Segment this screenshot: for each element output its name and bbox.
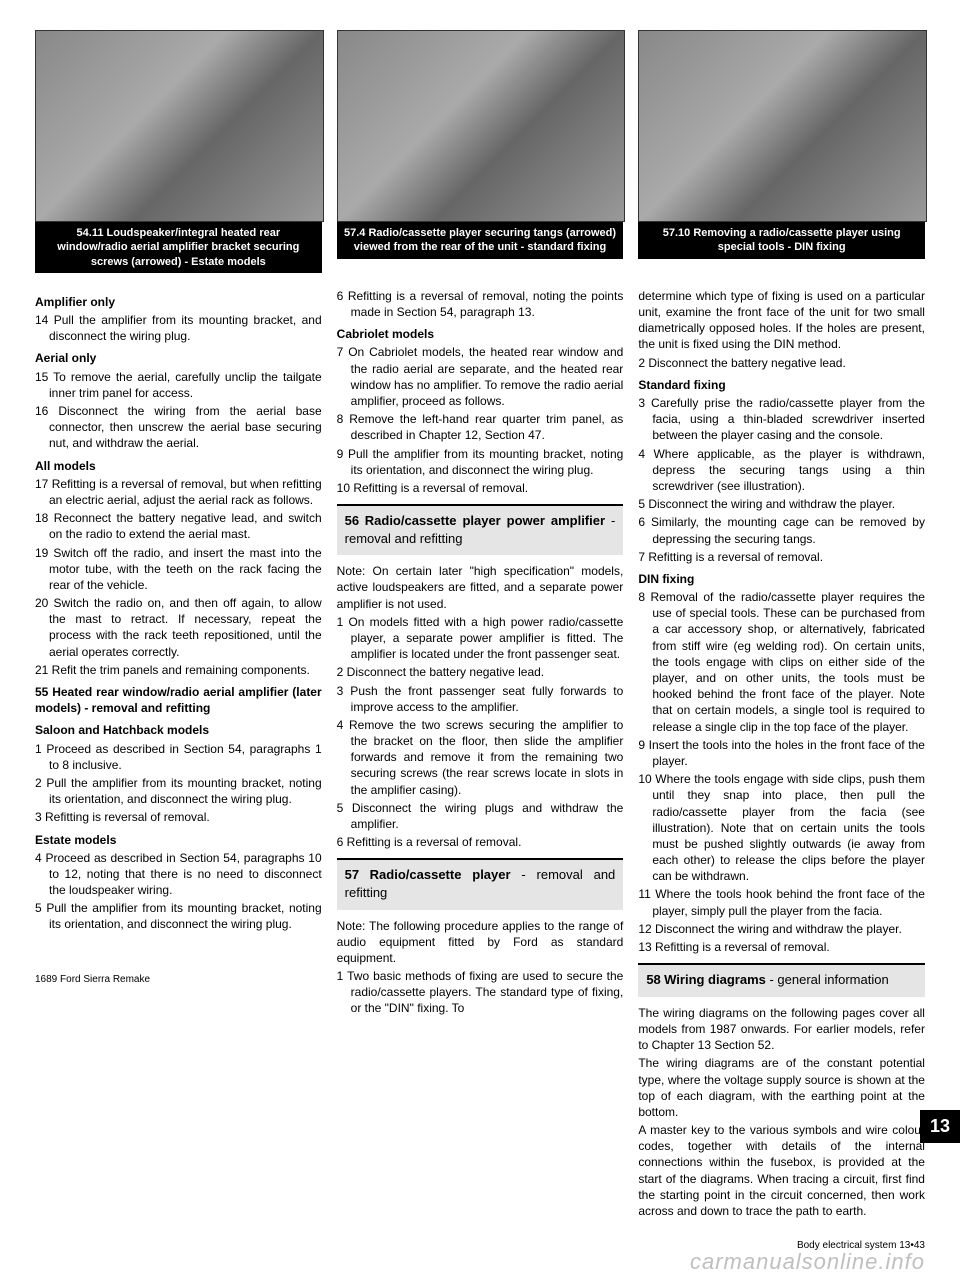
para-57-12: 12 Disconnect the wiring and withdraw th… <box>638 921 925 937</box>
section-58-header: 58 Wiring diagrams - general information <box>638 963 925 997</box>
figure-2: 57.4 Radio/cassette player securing tang… <box>337 30 624 273</box>
watermark: carmanualsonline.info <box>690 1249 925 1275</box>
section-56-header: 56 Radio/cassette player power amplifier… <box>337 504 624 555</box>
para-54-21: 21 Refit the trim panels and remaining c… <box>35 662 322 678</box>
para-57-3: 3 Carefully prise the radio/cassette pla… <box>638 395 925 444</box>
para-57-13: 13 Refitting is a reversal of removal. <box>638 939 925 955</box>
para-57-5: 5 Disconnect the wiring and withdraw the… <box>638 496 925 512</box>
section-57-header: 57 Radio/cassette player - removal and r… <box>337 858 624 909</box>
figure-1: 54.11 Loudspeaker/integral heated rear w… <box>35 30 322 273</box>
para-55-1: 1 Proceed as described in Section 54, pa… <box>35 741 322 773</box>
para-57-1: 1 Two basic methods of fixing are used t… <box>337 968 624 1017</box>
para-56-1: 1 On models fitted with a high power rad… <box>337 614 624 663</box>
para-55-4: 4 Proceed as described in Section 54, pa… <box>35 850 322 899</box>
para-57-note: Note: The following procedure applies to… <box>337 918 624 967</box>
para-57-10: 10 Where the tools engage with side clip… <box>638 771 925 884</box>
para-57-7: 7 Refitting is a reversal of removal. <box>638 549 925 565</box>
section-58-title: Wiring diagrams <box>664 972 766 987</box>
para-55-6: 6 Refitting is a reversal of removal, no… <box>337 288 624 320</box>
subheading-amplifier-only: Amplifier only <box>35 294 322 310</box>
section-58-subtitle: - general information <box>766 972 889 987</box>
para-57-2: 2 Disconnect the battery negative lead. <box>638 355 925 371</box>
para-54-18: 18 Reconnect the battery negative lead, … <box>35 510 322 542</box>
figure-2-caption: 57.4 Radio/cassette player securing tang… <box>337 222 624 259</box>
para-54-15: 15 To remove the aerial, carefully uncli… <box>35 369 322 401</box>
para-54-16: 16 Disconnect the wiring from the aerial… <box>35 403 322 452</box>
para-57-1-cont: determine which type of fixing is used o… <box>638 288 925 353</box>
para-56-2: 2 Disconnect the battery negative lead. <box>337 664 624 680</box>
para-54-20: 20 Switch the radio on, and then off aga… <box>35 595 322 660</box>
para-54-17: 17 Refitting is a reversal of removal, b… <box>35 476 322 508</box>
subheading-saloon-hatchback: Saloon and Hatchback models <box>35 722 322 738</box>
para-56-note: Note: On certain later "high specificati… <box>337 563 624 612</box>
para-54-19: 19 Switch off the radio, and insert the … <box>35 545 322 594</box>
subheading-estate: Estate models <box>35 832 322 848</box>
section-56-title: Radio/cassette player power amplifier <box>365 513 605 528</box>
para-57-9: 9 Insert the tools into the holes in the… <box>638 737 925 769</box>
para-57-11: 11 Where the tools hook behind the front… <box>638 886 925 918</box>
figure-3: 57.10 Removing a radio/cassette player u… <box>638 30 925 273</box>
figure-3-image <box>638 30 927 222</box>
para-56-3: 3 Push the front passenger seat fully fo… <box>337 683 624 715</box>
footer-left: 1689 Ford Sierra Remake <box>35 973 322 987</box>
para-55-5: 5 Pull the amplifier from its mounting b… <box>35 900 322 932</box>
para-56-4: 4 Remove the two screws securing the amp… <box>337 717 624 798</box>
figures-row: 54.11 Loudspeaker/integral heated rear w… <box>35 30 925 273</box>
section-56-num: 56 <box>345 513 359 528</box>
para-55-2: 2 Pull the amplifier from its mounting b… <box>35 775 322 807</box>
para-55-7: 7 On Cabriolet models, the heated rear w… <box>337 344 624 409</box>
para-55-8: 8 Remove the left-hand rear quarter trim… <box>337 411 624 443</box>
para-55-3: 3 Refitting is reversal of removal. <box>35 809 322 825</box>
para-57-6: 6 Similarly, the mounting cage can be re… <box>638 514 925 546</box>
figure-3-caption: 57.10 Removing a radio/cassette player u… <box>638 222 925 259</box>
figure-2-image <box>337 30 626 222</box>
para-57-4: 4 Where applicable, as the player is wit… <box>638 446 925 495</box>
section-57-title: Radio/cassette player <box>370 867 511 882</box>
figure-1-image <box>35 30 324 222</box>
subheading-cabriolet: Cabriolet models <box>337 326 624 342</box>
para-54-14: 14 Pull the amplifier from its mounting … <box>35 312 322 344</box>
heading-55: 55 Heated rear window/radio aerial ampli… <box>35 684 322 716</box>
para-58-1: The wiring diagrams on the following pag… <box>638 1005 925 1054</box>
subheading-aerial-only: Aerial only <box>35 350 322 366</box>
para-58-2: The wiring diagrams are of the constant … <box>638 1055 925 1120</box>
page-tab: 13 <box>920 1110 960 1143</box>
para-56-5: 5 Disconnect the wiring plugs and withdr… <box>337 800 624 832</box>
subheading-standard-fixing: Standard fixing <box>638 377 925 393</box>
figure-1-caption: 54.11 Loudspeaker/integral heated rear w… <box>35 222 322 273</box>
subheading-all-models: All models <box>35 458 322 474</box>
para-58-3: A master key to the various symbols and … <box>638 1122 925 1219</box>
para-55-10: 10 Refitting is a reversal of removal. <box>337 480 624 496</box>
section-57-num: 57 <box>345 867 359 882</box>
para-55-9: 9 Pull the amplifier from its mounting b… <box>337 446 624 478</box>
subheading-din-fixing: DIN fixing <box>638 571 925 587</box>
para-56-6: 6 Refitting is a reversal of removal. <box>337 834 624 850</box>
section-58-num: 58 <box>646 972 660 987</box>
body-content: Amplifier only 14 Pull the amplifier fro… <box>35 288 925 1255</box>
para-57-8: 8 Removal of the radio/cassette player r… <box>638 589 925 735</box>
